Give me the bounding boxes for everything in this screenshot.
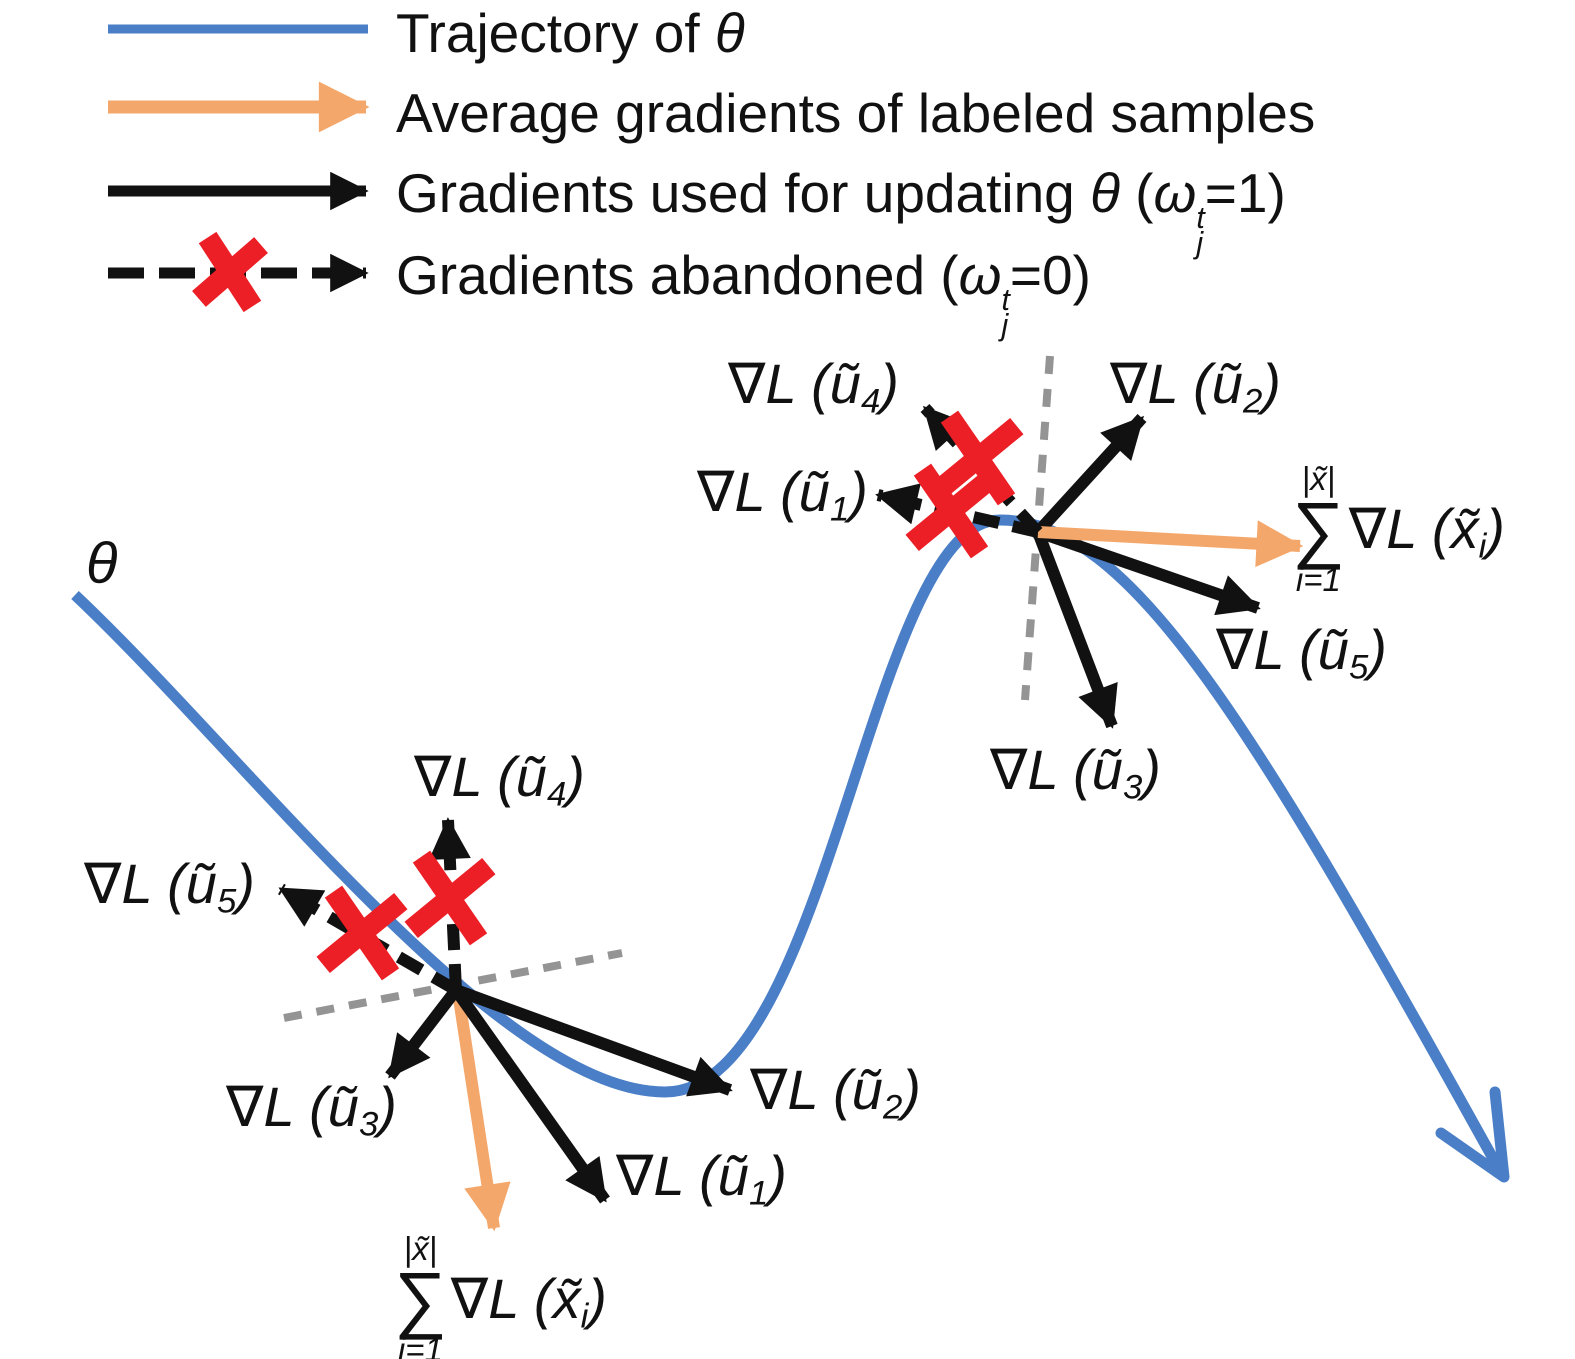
label-text: ∇L (x̃ xyxy=(450,1267,581,1331)
gradient-arrow-left-u2 xyxy=(453,984,733,1097)
label-text: ∇L (ũ xyxy=(990,738,1123,801)
label-subscript: i xyxy=(580,1297,589,1336)
abandon-cross-right-u1 xyxy=(905,463,997,559)
label-close: ) xyxy=(236,852,255,915)
sum-lower-limit: i=1 xyxy=(397,1331,443,1359)
legend-used-value: =1) xyxy=(1204,162,1286,224)
omega-symbol: ω xyxy=(1153,162,1197,224)
legend-trajectory-text: Trajectory of xyxy=(396,2,715,64)
avg-gradient-arrow-left xyxy=(452,991,511,1232)
sigma-symbol: ∑ xyxy=(1292,487,1345,570)
label-close: ) xyxy=(1368,618,1387,681)
gradient-label-right-u5: ∇L (ũ5) xyxy=(1216,618,1387,686)
label-subscript: 1 xyxy=(748,1174,769,1213)
label-text: ∇L (ũ xyxy=(84,852,217,915)
label-subscript: 3 xyxy=(358,1105,379,1144)
gradient-label-left-u1: ∇L (ũ1) xyxy=(616,1144,787,1212)
label-close: ) xyxy=(1486,497,1505,561)
sum-body: ∇L (x̃i) xyxy=(450,1266,607,1334)
label-text: ∇L (ũ xyxy=(1216,618,1349,681)
gradient-label-right-u2: ∇L (ũ2) xyxy=(1110,352,1281,420)
gradient-label-right-u1: ∇L (ũ1) xyxy=(697,460,868,528)
legend-item-abandoned: Gradients abandoned (ω t j =0) xyxy=(396,244,1091,342)
omega-sup: t xyxy=(1196,201,1205,235)
gradient-arrow-right-u2 xyxy=(1033,413,1147,537)
label-subscript: 2 xyxy=(1242,382,1263,421)
gradient-label-left-u2: ∇L (ũ2) xyxy=(750,1058,921,1126)
legend-average-text: Average gradients of labeled samples xyxy=(396,82,1316,144)
omega-sub: j xyxy=(1001,308,1009,342)
label-subscript: 5 xyxy=(1348,648,1369,687)
legend-abandoned-value: =0) xyxy=(1009,244,1091,306)
legend-item-trajectory: Trajectory of θ xyxy=(396,2,745,64)
label-subscript: 1 xyxy=(829,490,850,529)
label-close: ) xyxy=(588,1267,607,1331)
label-close: ) xyxy=(378,1075,397,1138)
label-close: ) xyxy=(566,745,585,808)
label-subscript: i xyxy=(1478,527,1487,566)
omega-sup: t xyxy=(1001,283,1010,317)
sum-body: ∇L (x̃i) xyxy=(1348,496,1505,564)
abandon-cross-left-u4 xyxy=(404,850,496,946)
legend-used-text: Gradients used for updating xyxy=(396,162,1091,224)
omega-symbol: ω xyxy=(958,244,1002,306)
label-text: ∇L (ũ xyxy=(226,1075,359,1138)
sum-limits-column: |x̃| ∑ i=1 xyxy=(394,1232,447,1359)
label-text: ∇L (ũ xyxy=(1110,352,1243,415)
label-subscript: 4 xyxy=(860,382,881,421)
label-text: ∇L (ũ xyxy=(728,352,861,415)
label-text: ∇L (ũ xyxy=(616,1144,749,1207)
gradient-label-left-u3: ∇L (ũ3) xyxy=(226,1075,397,1143)
abandon-cross-left-u5 xyxy=(316,885,408,981)
sigma-symbol: ∑ xyxy=(394,1257,447,1340)
trajectory-theta-label: θ xyxy=(86,530,117,597)
sum-limits-column: |x̃| ∑ i=1 xyxy=(1292,462,1345,596)
label-close: ) xyxy=(880,352,899,415)
gradient-label-left-u5: ∇L (ũ5) xyxy=(84,852,255,920)
label-subscript: 3 xyxy=(1122,768,1143,807)
label-close: ) xyxy=(1262,352,1281,415)
label-text: ∇L (ũ xyxy=(750,1058,883,1121)
label-close: ) xyxy=(1142,738,1161,801)
label-close: ) xyxy=(902,1058,921,1121)
legend-abandoned-text: Gradients abandoned ( xyxy=(396,244,959,306)
gradient-arrow-right-u5 xyxy=(1036,526,1261,616)
label-subscript: 4 xyxy=(546,775,567,814)
legend-abandon-cross xyxy=(192,231,268,313)
theta-symbol: θ xyxy=(86,531,118,596)
gradient-label-left-u4: ∇L (ũ4) xyxy=(414,745,585,813)
gradient-label-right-u3: ∇L (ũ3) xyxy=(990,738,1161,806)
omega-sub: j xyxy=(1196,226,1204,260)
gradient-label-right-u4: ∇L (ũ4) xyxy=(728,352,899,420)
gradient-arrow-left-u1 xyxy=(451,986,610,1204)
theta-symbol: θ xyxy=(714,2,745,64)
sum-upper-limit: |x̃| xyxy=(403,1230,438,1267)
avg-gradient-arrow-right xyxy=(1037,520,1304,568)
label-text: ∇L (ũ xyxy=(697,460,830,523)
label-close: ) xyxy=(768,1144,787,1207)
sum-upper-limit: |x̃| xyxy=(1301,460,1336,497)
label-subscript: 5 xyxy=(216,882,237,921)
label-text: ∇L (ũ xyxy=(414,745,547,808)
legend-item-used: Gradients used for updating θ (ω t j =1) xyxy=(396,162,1286,260)
avg-gradient-sum-label-left: |x̃| ∑ i=1 ∇L (x̃i) xyxy=(394,1232,607,1359)
label-close: ) xyxy=(849,460,868,523)
label-text: ∇L (x̃ xyxy=(1348,497,1479,561)
legend-item-average: Average gradients of labeled samples xyxy=(396,82,1315,144)
abandon-cross-right-u4 xyxy=(932,410,1024,506)
legend-used-paren: ( xyxy=(1119,162,1154,224)
sum-lower-limit: i=1 xyxy=(1295,561,1341,599)
gradient-arrow-left-u3 xyxy=(385,986,461,1080)
avg-gradient-sum-label-right: |x̃| ∑ i=1 ∇L (x̃i) xyxy=(1292,462,1505,596)
label-subscript: 2 xyxy=(882,1088,903,1127)
trajectory-arrowhead xyxy=(1435,1086,1510,1183)
gradient-arrow-right-u3 xyxy=(1032,529,1118,729)
theta-symbol: θ xyxy=(1090,162,1120,224)
